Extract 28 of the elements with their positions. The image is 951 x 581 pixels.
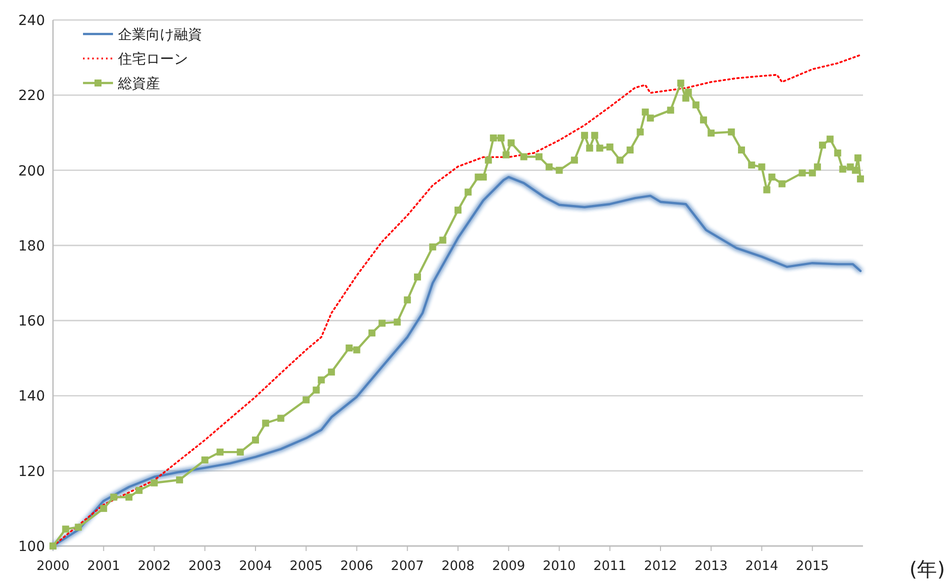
y-tick-label: 160	[18, 314, 45, 330]
x-tick-label: 2002	[138, 559, 171, 574]
y-tick-label: 240	[18, 13, 45, 29]
y-tick-label: 200	[18, 163, 45, 180]
legend-label: 企業向け融資	[118, 27, 202, 43]
x-tick-label: 2006	[340, 559, 374, 574]
x-tick-label: 2010	[542, 559, 576, 574]
x-tick-label: 2000	[36, 559, 70, 574]
x-tick-label: 2004	[238, 559, 272, 574]
legend-label: 総資産	[117, 76, 160, 92]
x-tick-label: 2013	[694, 559, 728, 574]
x-tick-label: 2001	[87, 559, 120, 574]
x-tick-label: 2011	[593, 559, 626, 574]
x-axis-title: (年)	[909, 557, 945, 581]
x-tick-label: 2008	[441, 559, 475, 574]
y-tick-label: 140	[18, 388, 45, 405]
x-tick-label: 2009	[492, 559, 526, 574]
y-tick-label: 100	[18, 539, 45, 555]
x-tick-label: 2005	[290, 559, 323, 574]
y-tick-label: 120	[18, 464, 45, 480]
x-tick-label: 2012	[644, 559, 678, 574]
x-tick-label: 2003	[188, 559, 222, 574]
y-tick-label: 220	[18, 88, 45, 104]
y-tick-label: 180	[18, 238, 45, 254]
legend-label: 住宅ローン	[117, 52, 188, 68]
x-tick-label: 2007	[390, 559, 424, 574]
x-tick-label: 2015	[796, 559, 829, 574]
x-tick-label: 2014	[745, 559, 778, 574]
